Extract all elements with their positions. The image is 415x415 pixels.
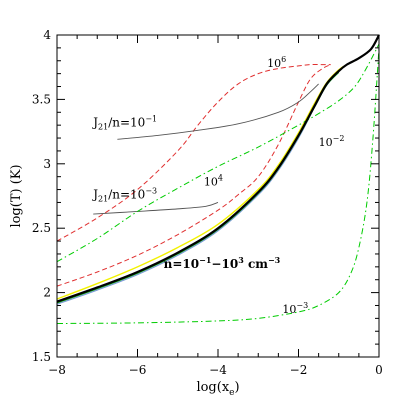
series-line-4 <box>56 64 331 287</box>
annotation-red-1e6: 106 <box>267 55 286 70</box>
series-line-7 <box>93 202 219 215</box>
series-line-6 <box>117 83 319 140</box>
series-line-9 <box>56 47 380 325</box>
y-tick-label: 1.5 <box>32 350 51 364</box>
x-tick-label: −6 <box>129 363 147 377</box>
ticks-layer <box>56 34 380 358</box>
annotation-green-1e-3: 10−3 <box>282 301 308 316</box>
x-tick-label: −2 <box>290 363 308 377</box>
series-line-8 <box>56 43 380 263</box>
y-tick-label: 4 <box>43 28 51 42</box>
annotation-green-1e-2: 10−2 <box>319 134 345 149</box>
y-axis-label: log(T) (K) <box>9 164 24 227</box>
annotation-j21-low: J21/n=10−3 <box>91 187 157 204</box>
y-tick-label: 2.5 <box>32 221 51 235</box>
annotation-density: n=10−1−103 cm−3 <box>164 255 281 271</box>
x-tick-label: 0 <box>375 363 383 377</box>
annotation-red-1e4: 104 <box>204 174 223 189</box>
x-tick-label: −4 <box>209 363 227 377</box>
x-tick-label: −8 <box>48 363 66 377</box>
y-tick-label: 2 <box>43 286 51 300</box>
series-line-0 <box>56 34 380 303</box>
y-tick-label: 3.5 <box>32 92 51 106</box>
ticklabel-layer: −8 −6 −4 −2 0 1.5 2 2.5 3 3.5 4 <box>32 28 383 377</box>
series-line-5 <box>56 64 331 242</box>
x-axis-label: log(xe) <box>196 380 239 398</box>
y-tick-label: 3 <box>43 157 51 171</box>
series-layer <box>56 34 380 325</box>
annotation-j21-high: J21/n=10−1 <box>91 114 157 131</box>
